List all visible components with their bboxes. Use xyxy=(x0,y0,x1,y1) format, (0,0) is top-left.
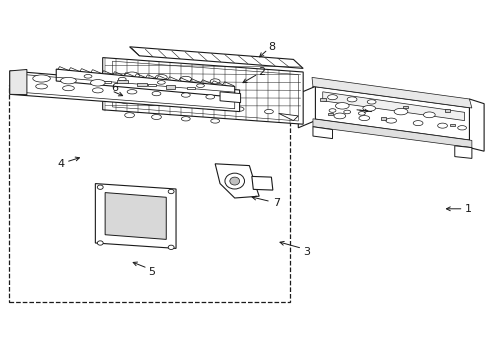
Ellipse shape xyxy=(155,75,167,80)
Ellipse shape xyxy=(152,91,161,96)
Ellipse shape xyxy=(84,75,92,78)
Ellipse shape xyxy=(36,84,47,89)
Polygon shape xyxy=(251,176,272,190)
Ellipse shape xyxy=(92,88,103,93)
Ellipse shape xyxy=(61,77,76,84)
Ellipse shape xyxy=(235,107,244,111)
Ellipse shape xyxy=(118,77,126,81)
Ellipse shape xyxy=(156,89,166,94)
Bar xyxy=(9,85,289,302)
Bar xyxy=(137,83,146,86)
Ellipse shape xyxy=(124,72,139,79)
Ellipse shape xyxy=(176,102,185,107)
Polygon shape xyxy=(10,71,239,112)
Ellipse shape xyxy=(457,126,466,130)
Ellipse shape xyxy=(358,112,365,115)
Bar xyxy=(147,84,155,86)
Polygon shape xyxy=(10,69,27,95)
Ellipse shape xyxy=(210,119,219,123)
Bar xyxy=(166,85,175,89)
Ellipse shape xyxy=(343,110,350,114)
Ellipse shape xyxy=(362,105,375,111)
Ellipse shape xyxy=(181,117,190,121)
Ellipse shape xyxy=(124,113,134,118)
Bar xyxy=(444,109,449,112)
Ellipse shape xyxy=(393,108,407,115)
Ellipse shape xyxy=(437,123,447,128)
Bar xyxy=(117,80,128,83)
Ellipse shape xyxy=(346,97,356,102)
Bar xyxy=(381,117,386,120)
Ellipse shape xyxy=(328,109,335,112)
Bar xyxy=(449,124,454,126)
Ellipse shape xyxy=(151,114,161,120)
Polygon shape xyxy=(102,58,303,124)
Bar xyxy=(320,98,325,101)
Polygon shape xyxy=(105,193,166,239)
Ellipse shape xyxy=(423,112,434,118)
Ellipse shape xyxy=(180,76,191,82)
Ellipse shape xyxy=(157,81,165,84)
Ellipse shape xyxy=(205,104,215,109)
Ellipse shape xyxy=(264,109,273,114)
Bar xyxy=(186,87,194,89)
Bar xyxy=(103,81,111,83)
Polygon shape xyxy=(215,164,259,198)
Polygon shape xyxy=(220,92,240,103)
Ellipse shape xyxy=(385,118,396,123)
Ellipse shape xyxy=(333,113,345,119)
Text: 3: 3 xyxy=(303,247,310,257)
Text: 8: 8 xyxy=(267,42,274,52)
Text: 5: 5 xyxy=(148,267,155,277)
Text: 7: 7 xyxy=(272,198,279,208)
Ellipse shape xyxy=(168,245,174,249)
Polygon shape xyxy=(468,99,483,151)
Bar xyxy=(403,106,407,108)
Polygon shape xyxy=(298,86,315,128)
Text: 1: 1 xyxy=(464,204,471,214)
Polygon shape xyxy=(322,92,464,121)
Polygon shape xyxy=(129,47,303,68)
Ellipse shape xyxy=(126,87,138,93)
Ellipse shape xyxy=(33,75,50,82)
Ellipse shape xyxy=(196,84,204,87)
Polygon shape xyxy=(312,127,332,139)
Ellipse shape xyxy=(97,241,103,245)
Ellipse shape xyxy=(412,121,422,126)
Text: 6: 6 xyxy=(111,83,118,93)
Ellipse shape xyxy=(229,177,239,185)
Polygon shape xyxy=(56,69,234,97)
Text: 4: 4 xyxy=(58,159,64,169)
Polygon shape xyxy=(311,77,471,108)
Ellipse shape xyxy=(366,100,375,104)
Ellipse shape xyxy=(97,185,103,189)
Ellipse shape xyxy=(335,103,348,109)
Ellipse shape xyxy=(62,86,74,91)
Polygon shape xyxy=(312,119,471,148)
Ellipse shape xyxy=(120,98,129,103)
Bar xyxy=(327,113,332,115)
Polygon shape xyxy=(454,146,471,158)
Ellipse shape xyxy=(90,80,105,86)
Polygon shape xyxy=(278,113,298,121)
Ellipse shape xyxy=(205,95,214,99)
Ellipse shape xyxy=(327,95,337,100)
Ellipse shape xyxy=(181,93,190,97)
Text: 2: 2 xyxy=(258,67,264,77)
Ellipse shape xyxy=(168,189,174,194)
Polygon shape xyxy=(95,184,176,248)
Polygon shape xyxy=(312,86,471,140)
Ellipse shape xyxy=(210,79,220,84)
Ellipse shape xyxy=(145,100,157,105)
Ellipse shape xyxy=(127,90,137,94)
Ellipse shape xyxy=(358,116,369,121)
Ellipse shape xyxy=(224,173,244,189)
